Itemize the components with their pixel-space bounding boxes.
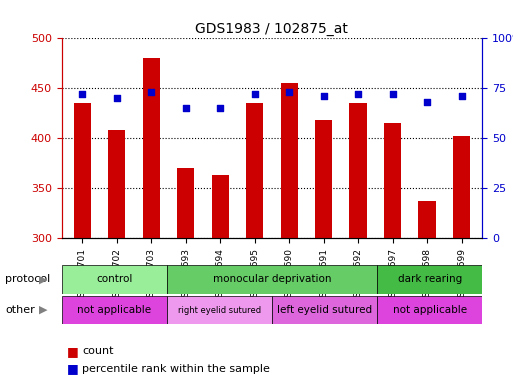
Bar <box>315 120 332 238</box>
Point <box>147 89 155 95</box>
Point <box>285 89 293 95</box>
Text: protocol: protocol <box>5 274 50 285</box>
FancyBboxPatch shape <box>167 265 377 294</box>
Text: right eyelid sutured: right eyelid sutured <box>177 306 261 314</box>
Bar <box>281 83 298 238</box>
Text: dark rearing: dark rearing <box>398 274 462 285</box>
Point <box>320 93 328 99</box>
Bar <box>211 175 229 238</box>
Text: ▶: ▶ <box>40 274 48 285</box>
Text: monocular deprivation: monocular deprivation <box>213 274 331 285</box>
Point <box>216 105 224 111</box>
FancyBboxPatch shape <box>377 296 482 324</box>
Point <box>423 99 431 105</box>
Bar <box>108 130 125 238</box>
Text: ▶: ▶ <box>40 305 48 315</box>
Bar <box>453 136 470 238</box>
Bar <box>143 58 160 238</box>
Point <box>388 91 397 98</box>
Text: other: other <box>5 305 35 315</box>
Point <box>182 105 190 111</box>
Text: control: control <box>96 274 132 285</box>
Title: GDS1983 / 102875_at: GDS1983 / 102875_at <box>195 22 348 36</box>
Point <box>458 93 466 99</box>
Point <box>354 91 362 98</box>
Point <box>113 95 121 101</box>
FancyBboxPatch shape <box>62 265 167 294</box>
Point <box>250 91 259 98</box>
FancyBboxPatch shape <box>62 296 167 324</box>
Text: ■: ■ <box>67 362 78 375</box>
Bar <box>246 103 263 238</box>
Text: left eyelid sutured: left eyelid sutured <box>277 305 372 315</box>
Text: percentile rank within the sample: percentile rank within the sample <box>82 364 270 374</box>
Bar <box>74 103 91 238</box>
Bar <box>384 123 401 238</box>
FancyBboxPatch shape <box>272 296 377 324</box>
Point <box>78 91 86 98</box>
Text: not applicable: not applicable <box>392 305 467 315</box>
Bar <box>419 201 436 238</box>
Text: count: count <box>82 346 113 356</box>
Bar <box>349 103 367 238</box>
Text: not applicable: not applicable <box>77 305 151 315</box>
FancyBboxPatch shape <box>377 265 482 294</box>
Bar <box>177 168 194 238</box>
FancyBboxPatch shape <box>167 296 272 324</box>
Text: ■: ■ <box>67 345 78 358</box>
